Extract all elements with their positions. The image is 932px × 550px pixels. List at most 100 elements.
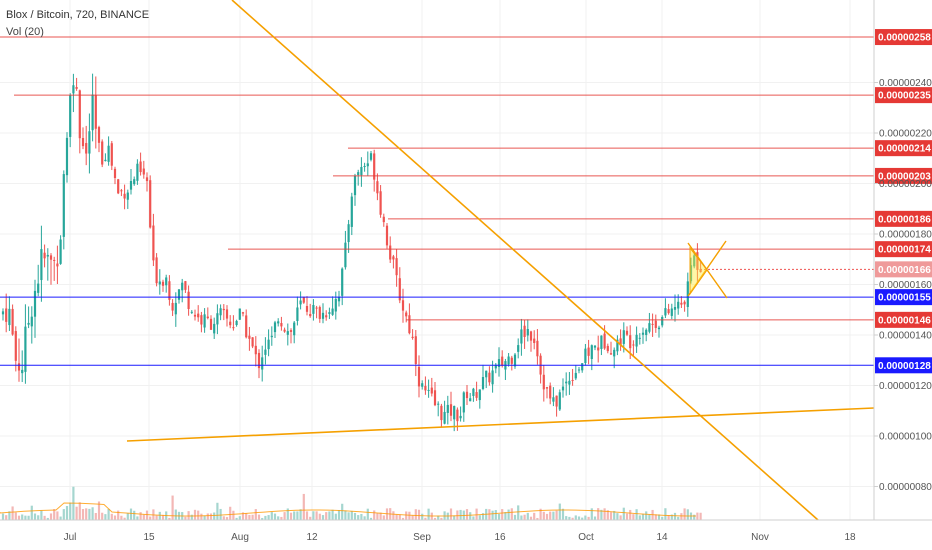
candle-body bbox=[433, 390, 437, 406]
candle-body bbox=[517, 345, 520, 352]
candle-body bbox=[408, 315, 411, 334]
candle-body bbox=[334, 298, 337, 312]
candle-body bbox=[625, 330, 629, 335]
volume-bar bbox=[174, 509, 177, 520]
volume-bar bbox=[360, 513, 363, 520]
volume-bar bbox=[283, 512, 286, 520]
resistance-price-label: 0.00000174 bbox=[878, 245, 931, 256]
candle-body bbox=[283, 329, 286, 332]
volume-bar bbox=[133, 510, 136, 520]
volume-bar bbox=[654, 514, 657, 520]
volume-bar bbox=[453, 515, 456, 520]
candle-body bbox=[459, 415, 462, 419]
candle-body bbox=[101, 141, 104, 165]
candle-body bbox=[629, 335, 632, 349]
volume-bar bbox=[43, 515, 46, 520]
candle-body bbox=[27, 322, 30, 325]
volume-bar bbox=[257, 514, 261, 520]
volume-bar bbox=[171, 495, 174, 520]
y-tick-label: 0.00000200 bbox=[879, 179, 932, 190]
candle-body bbox=[225, 309, 229, 319]
volume-bar bbox=[5, 515, 8, 520]
candle-body bbox=[558, 392, 561, 410]
candle-body bbox=[437, 403, 440, 405]
candle-body bbox=[142, 168, 145, 175]
candle-body bbox=[603, 333, 606, 349]
candle-body bbox=[145, 177, 149, 182]
volume-bar bbox=[603, 508, 606, 520]
candle-body bbox=[229, 321, 232, 326]
volume-bar bbox=[123, 517, 126, 520]
volume-bars bbox=[0, 486, 702, 520]
candle-body bbox=[88, 131, 91, 154]
volume-bar bbox=[673, 512, 677, 520]
volume-bar bbox=[571, 517, 574, 520]
candle-body bbox=[449, 404, 453, 416]
candle-body bbox=[305, 306, 309, 312]
candle-body bbox=[81, 138, 85, 147]
volume-bar bbox=[273, 513, 277, 520]
candle-body bbox=[267, 339, 270, 350]
volume-bar bbox=[536, 517, 539, 520]
candle-body bbox=[161, 281, 165, 286]
x-tick-label: Sep bbox=[413, 532, 431, 543]
candle-body bbox=[49, 255, 53, 260]
candle-body bbox=[123, 193, 126, 199]
candle-body bbox=[331, 308, 334, 315]
volume-bar bbox=[619, 515, 622, 520]
volume-bar bbox=[494, 510, 497, 520]
resistance-price-badge bbox=[875, 87, 932, 104]
volume-bar bbox=[379, 512, 382, 520]
volume-bar bbox=[107, 508, 110, 520]
candle-body bbox=[664, 308, 667, 316]
candle-body bbox=[366, 163, 369, 167]
candle-body bbox=[197, 313, 200, 318]
volume-bar bbox=[667, 515, 670, 520]
candle-body bbox=[571, 379, 574, 381]
volume-bar bbox=[696, 512, 699, 520]
candle-body bbox=[133, 179, 136, 185]
candle-body bbox=[485, 370, 488, 378]
candle-body bbox=[587, 347, 590, 356]
volume-bar bbox=[75, 506, 78, 520]
volume-bar bbox=[513, 514, 517, 520]
volume-bar bbox=[309, 516, 312, 520]
volume-bar bbox=[699, 512, 702, 520]
last-price-label: 0.00000166 bbox=[878, 265, 931, 276]
candle-body bbox=[670, 308, 673, 316]
volume-bar bbox=[353, 512, 357, 520]
candle-body bbox=[494, 364, 497, 369]
volume-bar bbox=[565, 516, 568, 520]
volume-bar bbox=[670, 514, 673, 520]
support-price-badge bbox=[875, 289, 932, 306]
candle-body bbox=[651, 323, 654, 325]
candle-body bbox=[30, 316, 33, 327]
candle-body bbox=[600, 335, 603, 349]
candle-body bbox=[94, 95, 97, 129]
candle-body bbox=[616, 339, 619, 352]
candle-body bbox=[638, 337, 641, 339]
volume-bar bbox=[440, 517, 443, 520]
volume-bar bbox=[312, 511, 315, 520]
candle-body bbox=[296, 307, 299, 321]
candle-body bbox=[289, 330, 293, 332]
candle-body bbox=[75, 86, 78, 89]
candle-body bbox=[222, 308, 225, 311]
volume-bar bbox=[488, 509, 491, 520]
volume-bar bbox=[53, 509, 56, 520]
volume-bar bbox=[529, 516, 533, 520]
volume-bar bbox=[526, 512, 529, 520]
volume-bar bbox=[216, 502, 219, 520]
x-tick-label: 12 bbox=[306, 532, 318, 543]
candle-body bbox=[280, 323, 283, 327]
candle-body bbox=[411, 336, 414, 339]
support-price-label: 0.00000128 bbox=[878, 361, 931, 372]
volume-bar bbox=[373, 510, 376, 520]
price-axis: 0.00000240 0.00000220 0.00000200 0.00000180… bbox=[873, 0, 932, 520]
candle-body bbox=[677, 301, 680, 309]
candle-body bbox=[513, 354, 517, 367]
volume-bar bbox=[645, 511, 648, 520]
volume-bar bbox=[616, 513, 619, 520]
volume-bar bbox=[414, 509, 417, 520]
